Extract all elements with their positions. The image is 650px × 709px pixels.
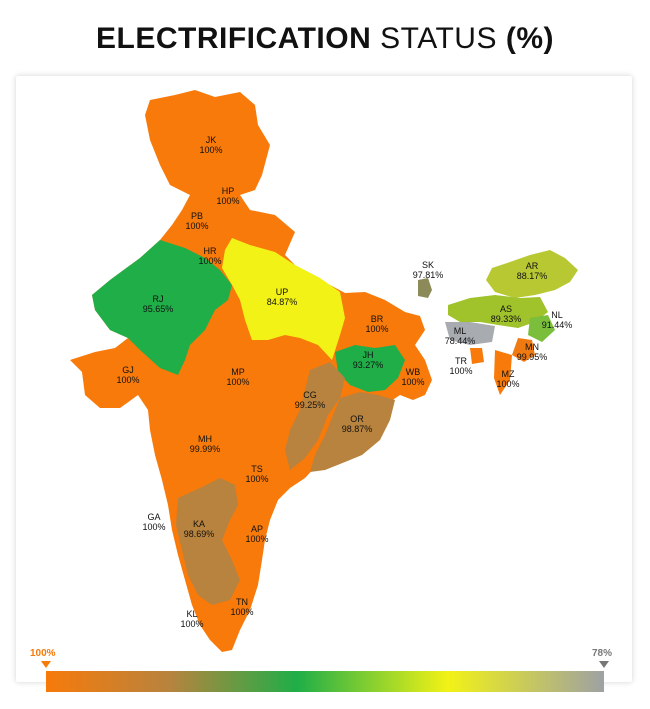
state-code-jh: JH (363, 350, 374, 360)
state-value-mz: 100% (496, 379, 519, 389)
state-value-ap: 100% (245, 534, 268, 544)
state-value-ga: 100% (142, 522, 165, 532)
state-value-ml: 78.44% (445, 336, 476, 346)
scale-right-marker (599, 661, 609, 668)
state-code-kl: KL (186, 609, 197, 619)
state-value-jk: 100% (199, 145, 222, 155)
state-value-ts: 100% (245, 474, 268, 484)
state-value-sk: 97.81% (413, 270, 444, 280)
state-code-ts: TS (251, 464, 263, 474)
color-scale-bar (46, 671, 604, 692)
region-rj (92, 240, 232, 375)
state-value-gj: 100% (116, 375, 139, 385)
state-code-or: OR (350, 414, 364, 424)
state-code-sk: SK (422, 260, 434, 270)
state-value-hp: 100% (216, 196, 239, 206)
region-tr (470, 348, 484, 364)
state-code-br: BR (371, 314, 384, 324)
state-value-ar: 88.17% (517, 271, 548, 281)
state-value-or: 98.87% (342, 424, 373, 434)
region-ka (176, 478, 240, 605)
state-code-as: AS (500, 304, 512, 314)
state-code-mp: MP (231, 367, 245, 377)
scale-left-marker (41, 661, 51, 668)
state-value-br: 100% (365, 324, 388, 334)
region-ar (486, 250, 578, 298)
state-code-nl: NL (551, 310, 563, 320)
state-code-ap: AP (251, 524, 263, 534)
state-value-pb: 100% (185, 221, 208, 231)
state-value-nl: 91.44% (542, 320, 573, 330)
state-value-kl: 100% (180, 619, 203, 629)
title-suffix: (%) (505, 22, 554, 55)
state-code-hp: HP (222, 186, 235, 196)
state-code-ga: GA (147, 512, 160, 522)
state-code-mn: MN (525, 342, 539, 352)
state-code-rj: RJ (153, 294, 164, 304)
region-up (222, 238, 345, 360)
state-value-tn: 100% (230, 607, 253, 617)
state-code-gj: GJ (122, 365, 134, 375)
state-value-jh: 93.27% (353, 360, 384, 370)
region-ml (445, 322, 495, 345)
region-mz (494, 350, 512, 395)
title-normal: STATUS (380, 22, 497, 55)
region-nl (528, 315, 555, 342)
state-value-wb: 100% (401, 377, 424, 387)
state-value-rj: 95.65% (143, 304, 174, 314)
state-code-ml: ML (454, 326, 467, 336)
state-value-mh: 99.99% (190, 444, 221, 454)
page-title: ELECTRIFICATION STATUS (%) (0, 22, 650, 56)
region-sk (418, 278, 432, 298)
state-value-cg: 99.25% (295, 400, 326, 410)
state-code-ar: AR (526, 261, 539, 271)
state-code-jk: JK (206, 135, 217, 145)
scale-left-label: 100% (30, 648, 56, 659)
state-value-tr: 100% (449, 366, 472, 376)
state-labels: JK100%HP100%PB100%HR100%RJ95.65%UP84.87%… (116, 135, 572, 629)
state-code-tn: TN (236, 597, 248, 607)
state-code-cg: CG (303, 390, 317, 400)
state-code-mh: MH (198, 434, 212, 444)
region-mn (512, 338, 535, 362)
region-mainland (70, 90, 432, 652)
title-bold: ELECTRIFICATION (95, 22, 372, 55)
state-code-mz: MZ (502, 369, 515, 379)
state-code-ka: KA (193, 519, 205, 529)
state-value-up: 84.87% (267, 297, 298, 307)
state-code-wb: WB (406, 367, 421, 377)
state-code-pb: PB (191, 211, 203, 221)
region-or (310, 392, 395, 472)
region-as (448, 295, 548, 328)
region-jh (335, 345, 405, 392)
scale-right-label: 78% (592, 648, 613, 659)
state-value-hr: 100% (198, 256, 221, 266)
state-value-mp: 100% (226, 377, 249, 387)
region-cg (285, 362, 345, 470)
state-value-as: 89.33% (491, 314, 522, 324)
state-value-mn: 99.95% (517, 352, 548, 362)
state-value-ka: 98.69% (184, 529, 215, 539)
state-code-tr: TR (455, 356, 467, 366)
state-code-hr: HR (204, 246, 217, 256)
state-code-up: UP (276, 287, 289, 297)
